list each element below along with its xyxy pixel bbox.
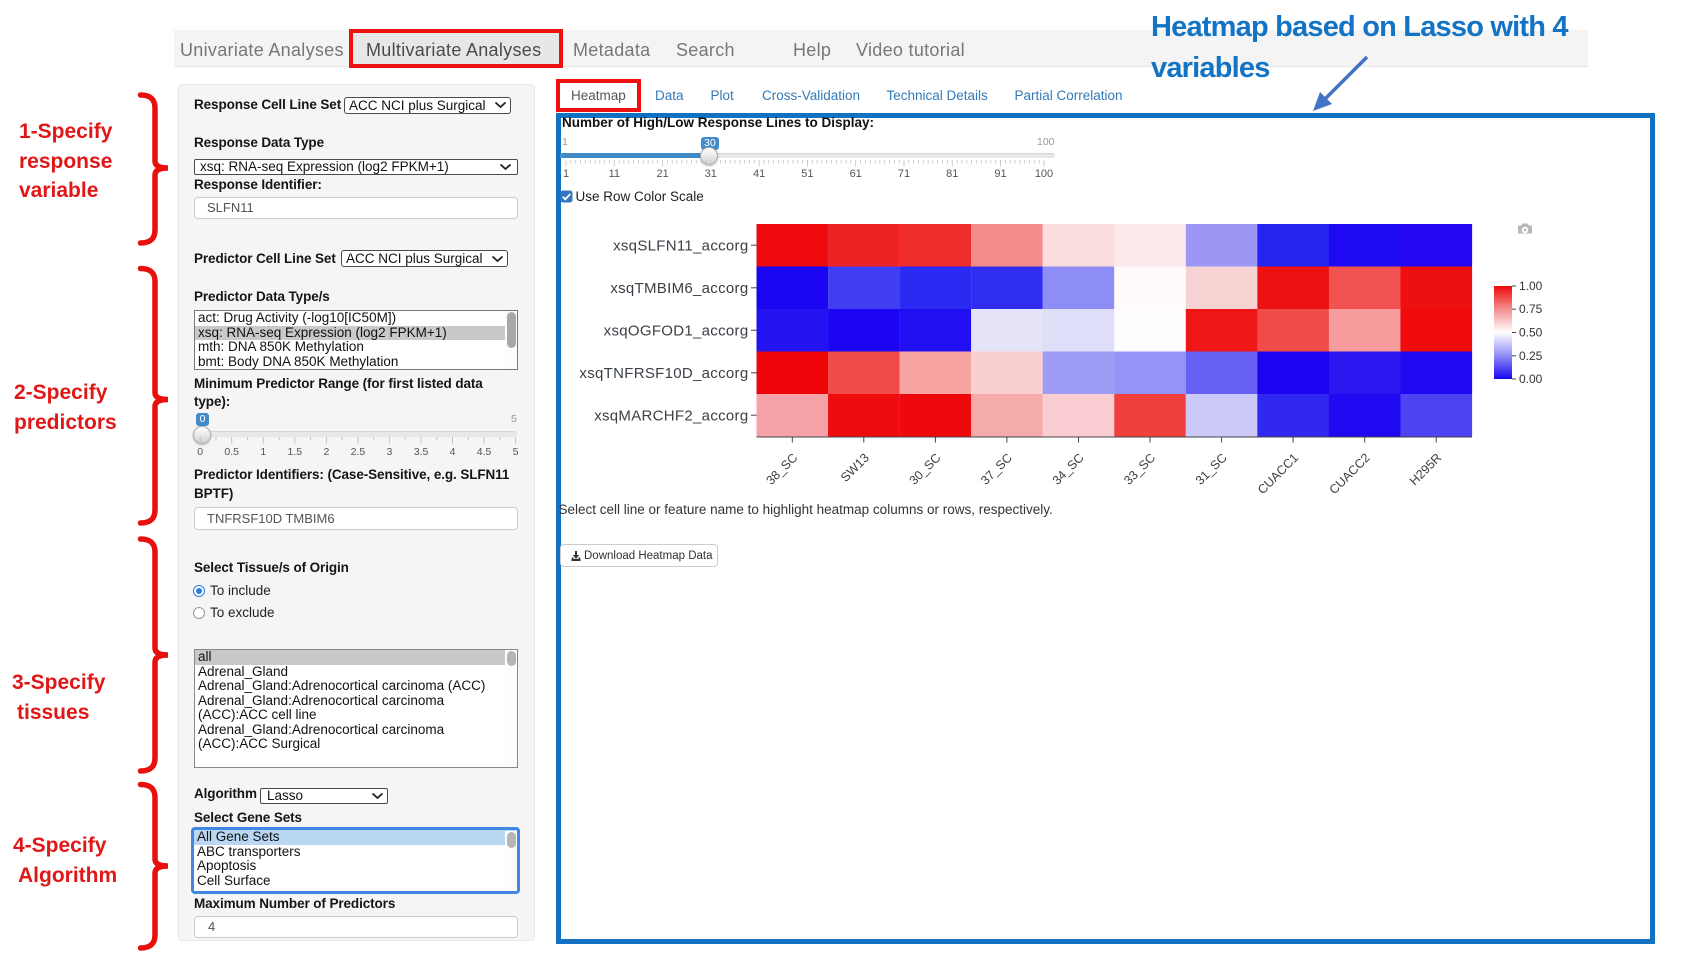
svg-text:2.5: 2.5 <box>351 446 366 458</box>
svg-text:0.25: 0.25 <box>1519 349 1543 363</box>
svg-text:CUACC1: CUACC1 <box>1255 451 1301 497</box>
svg-text:1.00: 1.00 <box>1519 279 1543 293</box>
svg-text:1.5: 1.5 <box>287 446 302 458</box>
svg-text:xsqMARCHF2_accorg: xsqMARCHF2_accorg <box>594 407 748 424</box>
svg-text:5: 5 <box>513 446 519 458</box>
svg-text:xsqTMBIM6_accorg: xsqTMBIM6_accorg <box>610 280 748 297</box>
svg-text:31: 31 <box>705 168 717 180</box>
svg-text:CUACC2: CUACC2 <box>1327 451 1373 497</box>
svg-text:34_SC: 34_SC <box>1050 451 1087 488</box>
svg-text:xsqOGFOD1_accorg: xsqOGFOD1_accorg <box>604 323 749 340</box>
svg-text:3: 3 <box>386 446 392 458</box>
svg-text:0: 0 <box>197 446 203 458</box>
svg-text:71: 71 <box>898 168 910 180</box>
svg-text:0.00: 0.00 <box>1519 372 1543 386</box>
svg-text:91: 91 <box>994 168 1006 180</box>
svg-text:1: 1 <box>260 446 266 458</box>
svg-text:81: 81 <box>946 168 958 180</box>
svg-text:2: 2 <box>323 446 329 458</box>
svg-text:31_SC: 31_SC <box>1193 451 1230 488</box>
svg-text:30_SC: 30_SC <box>907 451 944 488</box>
svg-text:SW13: SW13 <box>838 451 872 485</box>
svg-text:21: 21 <box>656 168 668 180</box>
svg-text:38_SC: 38_SC <box>763 451 800 488</box>
svg-text:61: 61 <box>850 168 862 180</box>
svg-text:1: 1 <box>563 168 569 180</box>
svg-text:100: 100 <box>1035 168 1053 180</box>
svg-text:0.50: 0.50 <box>1519 326 1543 340</box>
svg-text:0.5: 0.5 <box>224 446 239 458</box>
svg-text:xsqTNFRSF10D_accorg: xsqTNFRSF10D_accorg <box>579 365 748 382</box>
svg-text:4.5: 4.5 <box>477 446 492 458</box>
svg-text:0.75: 0.75 <box>1519 302 1543 316</box>
svg-text:33_SC: 33_SC <box>1121 451 1158 488</box>
svg-text:H295R: H295R <box>1407 451 1444 488</box>
svg-text:xsqSLFN11_accorg: xsqSLFN11_accorg <box>613 238 748 255</box>
svg-text:4: 4 <box>450 446 456 458</box>
svg-text:11: 11 <box>609 168 620 180</box>
svg-text:37_SC: 37_SC <box>978 451 1015 488</box>
svg-text:41: 41 <box>753 168 765 180</box>
svg-text:3.5: 3.5 <box>414 446 429 458</box>
svg-text:51: 51 <box>801 168 813 180</box>
